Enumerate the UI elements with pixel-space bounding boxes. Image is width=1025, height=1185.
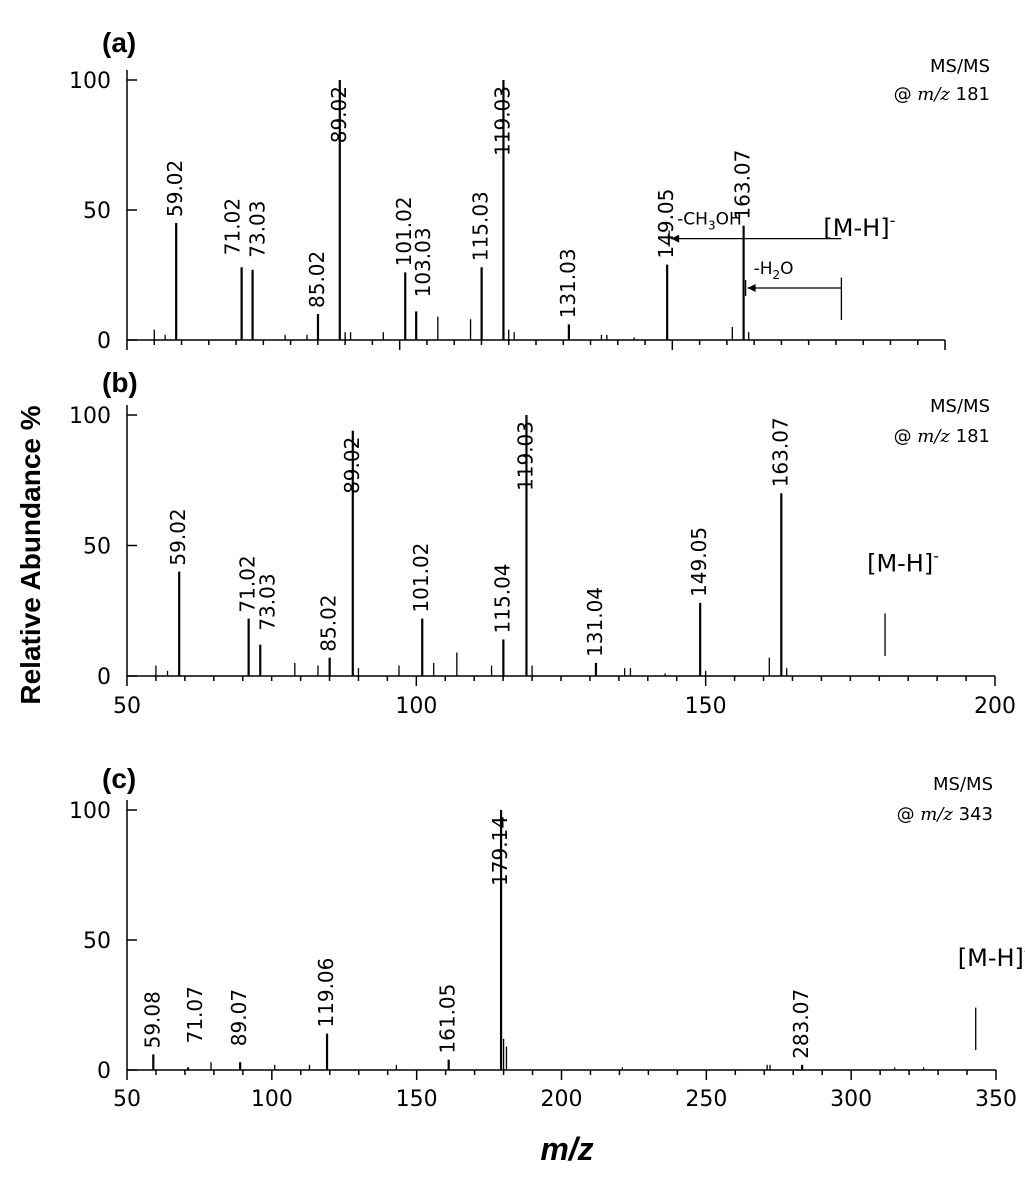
loss-arrow-head [671, 234, 680, 243]
y-tick-label: 100 [69, 404, 111, 429]
x-tick-label: 250 [685, 1087, 727, 1112]
peak-label: 71.02 [221, 198, 245, 255]
panel-label: (c) [102, 763, 136, 794]
y-tick-label: 50 [83, 199, 111, 224]
x-tick-label: 100 [251, 1087, 293, 1112]
y-tick-label: 50 [83, 535, 111, 560]
x-tick-label: 100 [395, 694, 437, 719]
peak-label: 131.03 [556, 248, 580, 318]
peak-label: 103.03 [411, 227, 435, 297]
peak-label: 59.08 [140, 991, 164, 1048]
peak-label: 71.07 [183, 986, 207, 1043]
y-tick-label: 0 [97, 329, 111, 354]
panel-a: (a) MS/MS @ m/z 181 0 50 100 59.02 71.02 73.03 85… [69, 27, 990, 354]
peak-label: 85.02 [305, 251, 329, 308]
peak-label: 119.06 [314, 958, 338, 1028]
loss-arrow-head [747, 284, 756, 292]
peak-label: 115.03 [469, 191, 493, 261]
y-tick-label: 0 [97, 1059, 111, 1084]
x-tick-label: 300 [830, 1087, 872, 1112]
peak-label: 73.03 [246, 201, 270, 258]
peak-label: 115.04 [490, 563, 514, 633]
peak-label: 89.02 [340, 437, 364, 494]
x-tick-label: 50 [113, 694, 141, 719]
panel-label: (a) [102, 27, 136, 58]
precursor-marker-label: [M-H]- [958, 941, 1025, 972]
peak-label: 119.03 [513, 421, 537, 491]
x-tick-label: 350 [975, 1087, 1017, 1112]
precursor-mz-label: @ m/z 181 [894, 426, 990, 447]
x-tick-label: 200 [541, 1087, 583, 1112]
peak-label: 149.05 [687, 527, 711, 597]
peak-label: 283.07 [789, 989, 813, 1059]
peak-label: 59.02 [166, 508, 190, 565]
precursor-marker-label: [M-H]- [867, 547, 939, 578]
precursor-mz-label: @ m/z 343 [897, 804, 993, 825]
x-tick-label: 150 [685, 694, 727, 719]
precursor-marker-label: [M-H]- [823, 211, 895, 242]
peak-label: 163.07 [731, 150, 755, 220]
peak-label: 179.14 [488, 816, 512, 886]
loss-label: -CH3OH [677, 210, 742, 233]
peak-label: 161.05 [436, 984, 460, 1054]
peak-label: 149.05 [654, 189, 678, 259]
precursor-msms-label: MS/MS [930, 56, 990, 77]
peak-label: 73.03 [255, 573, 279, 630]
x-tick-label: 50 [113, 1087, 141, 1112]
y-axis-label: Relative Abundance % [15, 405, 46, 704]
precursor-mz-label: @ m/z 181 [894, 84, 990, 105]
peak-label: 101.02 [392, 196, 416, 266]
peak-label: 85.02 [317, 594, 341, 651]
peak-label: 101.02 [409, 543, 433, 613]
x-tick-label: 150 [396, 1087, 438, 1112]
peak-label: 59.02 [163, 160, 187, 217]
y-tick-label: 50 [83, 929, 111, 954]
peak-label: 89.07 [227, 989, 251, 1046]
peak-label: 119.03 [490, 86, 514, 156]
peak-label: 71.02 [236, 555, 260, 612]
precursor-msms-label: MS/MS [930, 396, 990, 417]
y-tick-label: 100 [69, 799, 111, 824]
panel-label: (b) [102, 367, 138, 398]
peak-label: 131.04 [583, 587, 607, 657]
x-tick-label: 200 [974, 694, 1016, 719]
peak-label: 163.07 [768, 417, 792, 487]
loss-label: -H2O [754, 259, 794, 282]
x-axis-label: m/z [540, 1131, 593, 1167]
y-tick-label: 100 [69, 69, 111, 94]
peak-label: 89.02 [327, 86, 351, 143]
precursor-msms-label: MS/MS [933, 774, 993, 795]
y-tick-label: 0 [97, 665, 111, 690]
